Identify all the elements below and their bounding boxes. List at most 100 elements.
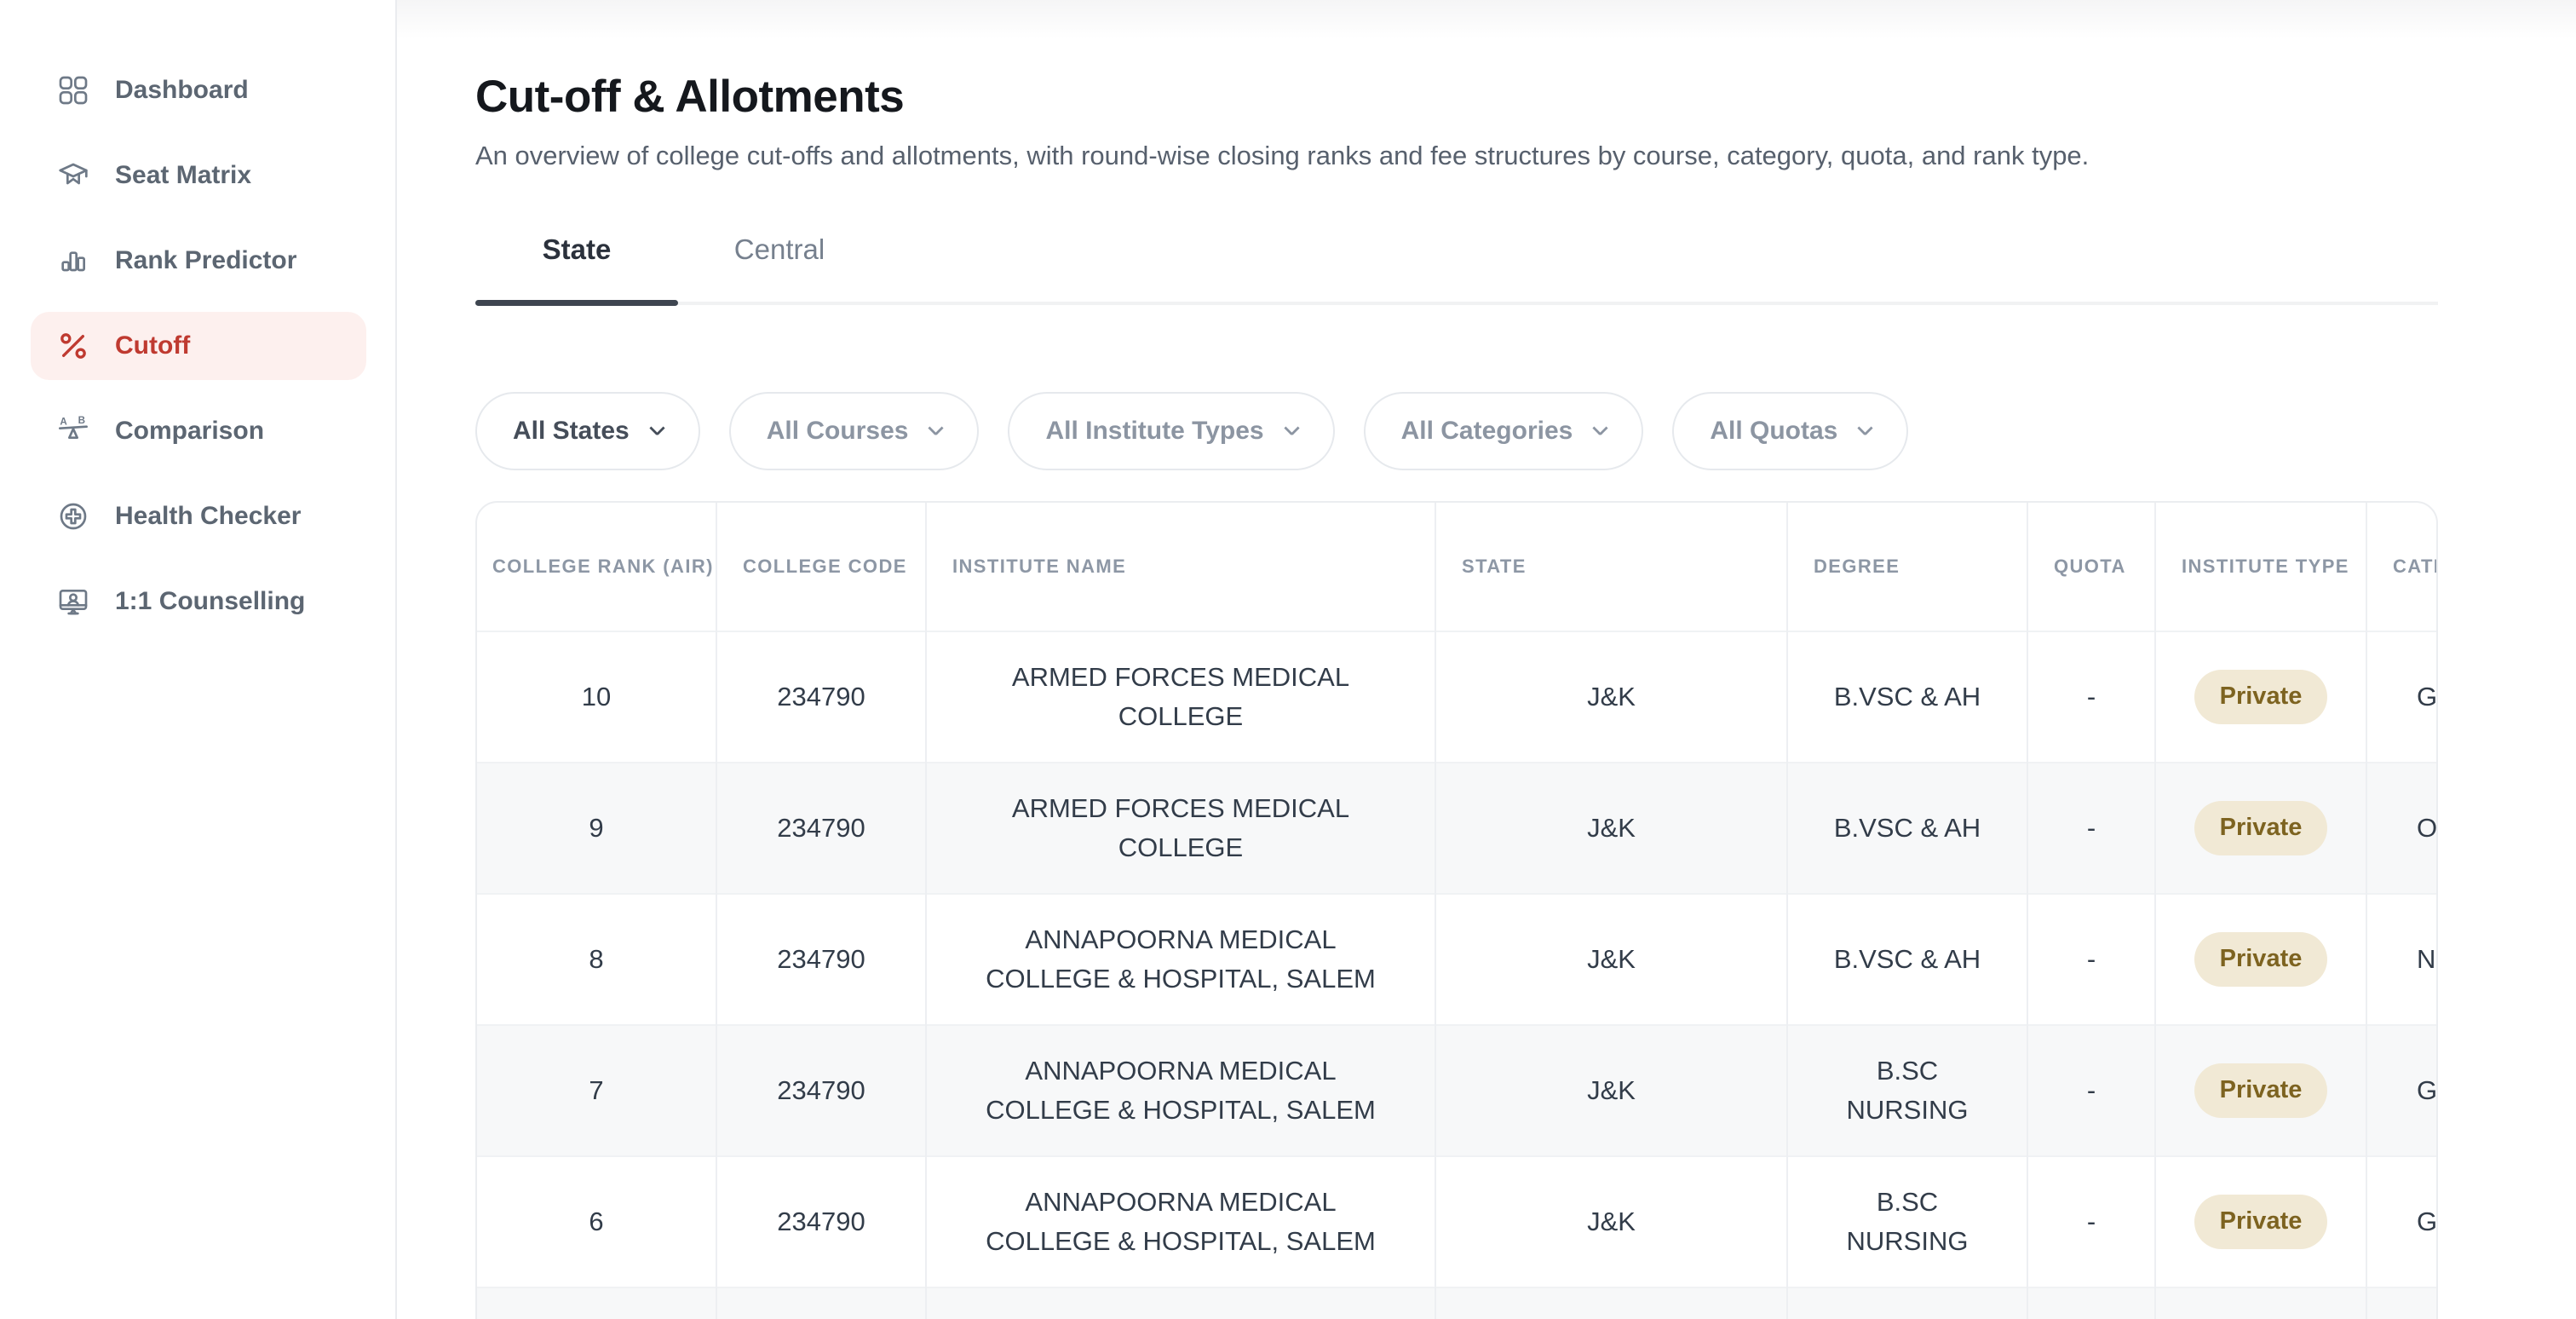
- cell-state: J&K: [1435, 763, 1787, 895]
- sidebar-item-label: Rank Predictor: [115, 246, 297, 274]
- institute-type-badge: Private: [2194, 801, 2328, 856]
- cell-category: G: [2366, 631, 2436, 763]
- cell-degree: [1786, 1287, 2027, 1319]
- cell-institute-name: [925, 1287, 1435, 1319]
- svg-text:B: B: [78, 415, 85, 426]
- filter-all-institute-types[interactable]: All Institute Types: [1008, 392, 1335, 471]
- tab-state[interactable]: State: [475, 233, 678, 307]
- cell-degree: B.SC NURSING: [1786, 1025, 2027, 1157]
- cell-institute-name: ANNAPOORNA MEDICAL COLLEGE & HOSPITAL, S…: [925, 1025, 1435, 1157]
- chevron-down-icon: [928, 420, 945, 436]
- cell-state: J&K: [1435, 1156, 1787, 1288]
- column-header-institute-name: INSTITUTE NAME: [925, 503, 1435, 632]
- sidebar-item-dashboard[interactable]: Dashboard: [31, 56, 366, 124]
- cell-category: GN: [2366, 1025, 2436, 1157]
- chevron-down-icon: [1857, 420, 1874, 436]
- health-cross-icon: [60, 503, 87, 530]
- cell-institute-name: ANNAPOORNA MEDICAL COLLEGE & HOSPITAL, S…: [925, 894, 1435, 1026]
- chevron-down-icon: [1283, 420, 1300, 436]
- filter-label: All Categories: [1400, 417, 1573, 446]
- filter-all-courses[interactable]: All Courses: [728, 392, 980, 471]
- filter-label: All Courses: [766, 417, 909, 446]
- column-header-college-rank: COLLEGE RANK (AIR): [492, 556, 714, 578]
- cell-state: J&K: [1435, 631, 1787, 763]
- cell-institute-type: Private: [2154, 763, 2366, 895]
- sidebar-item-label: 1:1 Counselling: [115, 587, 306, 615]
- cell-degree: B.VSC & AH: [1786, 631, 2027, 763]
- sidebar-item-health-checker[interactable]: Health Checker: [31, 482, 366, 550]
- sidebar-item-label: Seat Matrix: [115, 161, 252, 189]
- filter-all-quotas[interactable]: All Quotas: [1672, 392, 1909, 471]
- cell-institute-type: Private: [2154, 631, 2366, 763]
- cell-institute-type: Private: [2154, 894, 2366, 1026]
- cell-institute-name: ARMED FORCES MEDICAL COLLEGE: [925, 763, 1435, 895]
- institute-type-badge: Private: [2194, 670, 2328, 725]
- page-title: Cut-off & Allotments: [475, 72, 905, 122]
- cell-institute-name: ANNAPOORNA MEDICAL COLLEGE & HOSPITAL, S…: [925, 1156, 1435, 1288]
- cell-college-rank: [477, 1287, 716, 1319]
- cell-college-rank: 9: [589, 813, 604, 844]
- sidebar-item-counselling[interactable]: 1:1 Counselling: [31, 567, 366, 636]
- cell-state: J&K: [1435, 1025, 1787, 1157]
- column-header-quota: QUOTA: [2027, 503, 2155, 632]
- sidebar-item-cutoff[interactable]: Cutoff: [31, 312, 366, 380]
- cell-state: [1435, 1287, 1787, 1319]
- column-header-state: STATE: [1435, 503, 1787, 632]
- cell-college-rank: 6: [589, 1207, 604, 1237]
- sidebar-item-label: Health Checker: [115, 502, 302, 530]
- filter-all-categories[interactable]: All Categories: [1363, 392, 1644, 471]
- table-header: COLLEGE RANK (AIR) COLLEGE CODE INSTITUT…: [477, 503, 2436, 632]
- sidebar: Dashboard Seat Matrix Rank Predictor Cut…: [0, 0, 397, 1319]
- balance-icon: A B: [58, 415, 88, 439]
- cell-degree: B.SC NURSING: [1786, 1156, 2027, 1288]
- cell-category: N: [2366, 894, 2436, 1026]
- table-row: 9 234790 ARMED FORCES MEDICAL COLLEGE J&K B.…: [477, 763, 2436, 895]
- tab-label: Central: [733, 233, 825, 266]
- sidebar-item-rank-predictor[interactable]: Rank Predictor: [31, 227, 366, 295]
- sidebar-item-seat-matrix[interactable]: Seat Matrix: [31, 141, 366, 210]
- cell-institute-type: [2154, 1287, 2366, 1319]
- cell-state: J&K: [1435, 894, 1787, 1026]
- column-header-degree: DEGREE: [1786, 503, 2027, 632]
- filter-all-states[interactable]: All States: [475, 392, 700, 471]
- cell-institute-name: ARMED FORCES MEDICAL COLLEGE: [925, 631, 1435, 763]
- bar-chart-icon: [61, 251, 85, 272]
- table-row: 10 234790 ARMED FORCES MEDICAL COLLEGE J&K B…: [477, 631, 2436, 763]
- cell-quota: [2027, 1287, 2155, 1319]
- column-header-category: CATEGORY: [2366, 503, 2436, 632]
- grid-icon: [59, 76, 88, 105]
- table-body: 10 234790 ARMED FORCES MEDICAL COLLEGE J&K B…: [477, 631, 2436, 1319]
- cell-category: [2366, 1287, 2436, 1319]
- counselling-monitor-icon: [59, 590, 88, 615]
- sidebar-item-label: Dashboard: [115, 76, 249, 104]
- cell-quota: -: [2027, 1156, 2155, 1288]
- cell-quota: -: [2027, 763, 2155, 895]
- cell-degree: B.VSC & AH: [1786, 763, 2027, 895]
- institute-type-badge: Private: [2194, 1195, 2328, 1250]
- tab-bar: State Central: [475, 233, 2438, 307]
- chevron-down-icon: [1592, 420, 1609, 436]
- filter-label: All Institute Types: [1045, 417, 1264, 446]
- percent-icon: [60, 333, 86, 359]
- main-content: Cut-off & Allotments An overview of coll…: [397, 0, 2576, 1319]
- cell-degree: B.VSC & AH: [1786, 894, 2027, 1026]
- cutoff-table: COLLEGE RANK (AIR) COLLEGE CODE INSTITUT…: [477, 503, 2436, 1319]
- filter-label: All Quotas: [1710, 417, 1838, 446]
- cutoff-table-card[interactable]: COLLEGE RANK (AIR) COLLEGE CODE INSTITUT…: [475, 501, 2438, 1319]
- cell-category: G: [2366, 1156, 2436, 1288]
- cell-quota: -: [2027, 631, 2155, 763]
- cell-institute-type: Private: [2154, 1025, 2366, 1157]
- table-row: 7 234790 ANNAPOORNA MEDICAL COLLEGE & HOSP…: [477, 1025, 2436, 1157]
- cell-institute-type: Private: [2154, 1156, 2366, 1288]
- cell-quota: -: [2027, 1025, 2155, 1157]
- sidebar-item-comparison[interactable]: A B Comparison: [31, 397, 366, 465]
- cell-college-rank: 7: [589, 1075, 604, 1106]
- cell-college-code: 234790: [716, 1025, 926, 1157]
- svg-text:A: A: [60, 417, 67, 428]
- institute-type-badge: Private: [2194, 932, 2328, 988]
- sidebar-item-label: Comparison: [115, 417, 265, 445]
- cell-college-code: [716, 1287, 926, 1319]
- graduation-cap-icon: [59, 163, 88, 185]
- cell-college-code: 234790: [716, 763, 926, 895]
- tab-central[interactable]: Central: [678, 233, 881, 302]
